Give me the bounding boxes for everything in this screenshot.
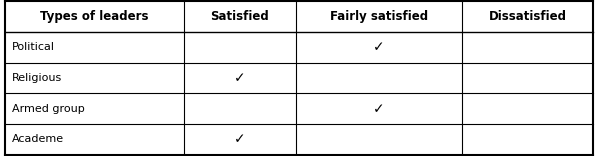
Bar xyxy=(462,63,593,93)
Bar xyxy=(184,32,296,63)
Text: ✓: ✓ xyxy=(234,132,245,146)
Text: ✓: ✓ xyxy=(373,40,385,54)
Bar xyxy=(462,124,593,155)
Bar xyxy=(462,1,593,32)
Bar xyxy=(5,1,184,32)
Bar xyxy=(296,93,462,124)
Text: Religious: Religious xyxy=(12,73,62,83)
Bar xyxy=(462,93,593,124)
Bar xyxy=(184,93,296,124)
Bar xyxy=(296,1,462,32)
Bar xyxy=(5,63,184,93)
Bar xyxy=(184,124,296,155)
Bar xyxy=(184,1,296,32)
Bar xyxy=(462,32,593,63)
Bar xyxy=(184,63,296,93)
Text: Academe: Academe xyxy=(12,134,64,144)
Text: Dissatisfied: Dissatisfied xyxy=(488,10,567,23)
Bar xyxy=(296,63,462,93)
Text: Armed group: Armed group xyxy=(12,104,85,114)
Bar xyxy=(296,32,462,63)
Bar xyxy=(5,124,184,155)
Bar xyxy=(296,124,462,155)
Text: ✓: ✓ xyxy=(373,102,385,116)
Text: Types of leaders: Types of leaders xyxy=(40,10,148,23)
Bar xyxy=(5,93,184,124)
Bar xyxy=(5,32,184,63)
Text: Political: Political xyxy=(12,42,55,52)
Text: Fairly satisfied: Fairly satisfied xyxy=(330,10,428,23)
Text: ✓: ✓ xyxy=(234,71,245,85)
Text: Satisfied: Satisfied xyxy=(210,10,269,23)
